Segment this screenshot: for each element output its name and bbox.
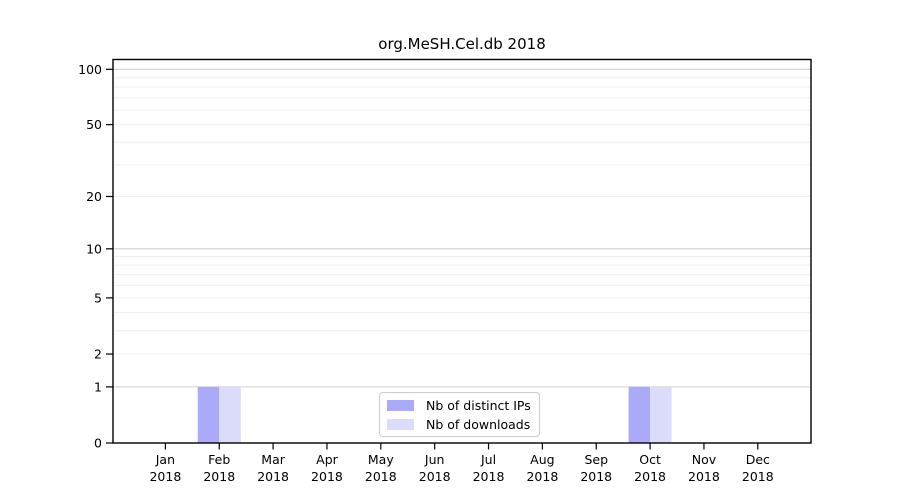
x-tick-label-month: Sep: [584, 452, 608, 467]
x-tick-label-month: Apr: [316, 452, 338, 467]
x-tick-label-year: 2018: [419, 469, 451, 484]
y-tick-label: 20: [86, 189, 102, 204]
bar-downloads-feb: [219, 386, 241, 443]
x-tick-label-year: 2018: [203, 469, 235, 484]
x-tick-label-year: 2018: [580, 469, 612, 484]
x-tick-label-year: 2018: [311, 469, 343, 484]
chart-title: org.MeSH.Cel.db 2018: [378, 35, 546, 53]
x-tick-label-year: 2018: [526, 469, 558, 484]
y-tick-label: 100: [78, 62, 102, 77]
legend-swatch-distinct-ips: [387, 399, 414, 411]
x-tick-label-month: Oct: [639, 452, 661, 467]
y-tick-label: 0: [94, 436, 102, 451]
x-tick-label-month: Nov: [692, 452, 717, 467]
y-tick-label: 1: [94, 379, 102, 394]
x-tick-label-year: 2018: [688, 469, 720, 484]
x-tick-label-month: Jan: [155, 452, 175, 467]
y-tick-label: 2: [94, 347, 102, 362]
legend-label-downloads: Nb of downloads: [426, 416, 531, 432]
x-tick-label-month: Dec: [746, 452, 770, 467]
x-tick-label-month: Aug: [530, 452, 554, 467]
bar-distinct-ips-feb: [197, 386, 220, 443]
x-tick-label-month: Mar: [261, 452, 285, 467]
legend-label-distinct-ips: Nb of distinct IPs: [426, 397, 531, 413]
x-tick-label-month: May: [368, 452, 394, 467]
y-tick-label: 10: [86, 241, 102, 256]
legend-swatch-downloads: [387, 418, 414, 430]
y-tick-label: 5: [94, 290, 102, 305]
bar-distinct-ips-oct: [628, 386, 651, 443]
x-tick-label-year: 2018: [257, 469, 289, 484]
y-tick-label: 50: [86, 117, 102, 132]
x-tick-label-month: Jun: [424, 452, 445, 467]
x-tick-label-year: 2018: [365, 469, 397, 484]
x-tick-label-year: 2018: [742, 469, 774, 484]
x-tick-label-year: 2018: [634, 469, 666, 484]
legend: Nb of distinct IPs Nb of downloads: [379, 392, 540, 437]
legend-item-distinct-ips: Nb of distinct IPs: [387, 397, 531, 413]
x-tick-label-month: Feb: [208, 452, 230, 467]
plot-border: [112, 58, 812, 444]
bar-downloads-oct: [650, 386, 672, 443]
x-tick-label-month: Jul: [480, 452, 496, 467]
x-tick-label-year: 2018: [473, 469, 505, 484]
x-tick-label-year: 2018: [149, 469, 181, 484]
legend-item-downloads: Nb of downloads: [387, 416, 531, 432]
